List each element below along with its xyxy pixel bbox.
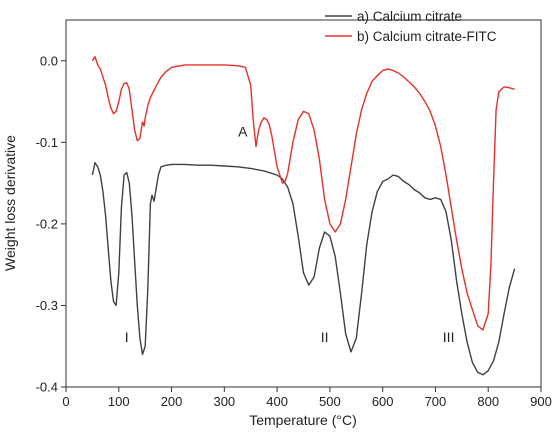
x-tick-label: 900: [530, 394, 552, 409]
annotations: AI II III: [125, 124, 455, 346]
annotation-label: II: [321, 329, 329, 345]
x-tick-label: 800: [477, 394, 499, 409]
y-axis-title: Weight loss derivative: [2, 135, 18, 271]
x-tick-label: 400: [266, 394, 288, 409]
legend-label: a) Calcium citrate: [357, 9, 462, 24]
x-tick-label: 100: [108, 394, 130, 409]
legend: a) Calcium citrate b) Calcium citrate-FIT…: [325, 9, 497, 44]
y-ticks: 0.0 -0.1 -0.2 -0.3 -0.4: [36, 53, 66, 395]
x-tick-label: 0: [62, 394, 69, 409]
annotation-label: A: [238, 124, 248, 140]
y-tick-label: -0.4: [36, 380, 58, 395]
x-axis-title: Temperature (°C): [249, 412, 357, 428]
annotation-label: I: [125, 329, 129, 345]
x-ticks: 0 100 200 300 400 500 600 700 800 900: [62, 387, 552, 409]
x-tick-label: 300: [213, 394, 235, 409]
x-tick-label: 200: [161, 394, 183, 409]
plot-area: 0 100 200 300 400 500 600 700 800 900 0.0 -0.1 -0.2…: [36, 19, 552, 409]
x-tick-label: 600: [372, 394, 394, 409]
x-tick-label: 500: [319, 394, 341, 409]
series-line-calcium-citrate: [91, 161, 516, 376]
y-tick-label: 0.0: [40, 53, 58, 68]
x-tick-label: 700: [425, 394, 447, 409]
y-tick-label: -0.1: [36, 135, 58, 150]
y-tick-label: -0.2: [36, 216, 58, 231]
series-line-calcium-citrate-fitc: [91, 56, 515, 331]
plot-frame: [65, 19, 542, 388]
y-tick-label: -0.3: [36, 298, 58, 313]
annotation-label: III: [443, 329, 455, 345]
series-group: [91, 56, 516, 376]
legend-label: b) Calcium citrate-FITC: [357, 29, 497, 44]
